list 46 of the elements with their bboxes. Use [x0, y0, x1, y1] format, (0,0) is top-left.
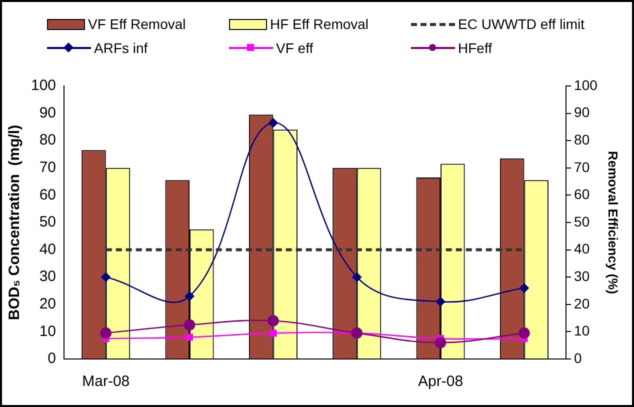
y-tick-label: 70: [39, 159, 56, 176]
point: [268, 315, 279, 326]
point: [270, 330, 277, 337]
y2-tick-label: 30: [574, 268, 590, 284]
point: [268, 118, 278, 128]
point: [436, 297, 446, 306]
y-tick-label: 80: [39, 132, 56, 149]
x-tick-label: Mar-08: [82, 373, 130, 390]
y2-tick-label: 40: [574, 240, 590, 257]
point: [352, 272, 362, 282]
y2-axis-title: Removal Efficiency (%): [606, 150, 621, 294]
legend-label: HFeff: [458, 40, 492, 56]
y-tick-label: 90: [39, 104, 56, 122]
y2-tick-label: 20: [574, 295, 590, 312]
legend-label: VF Eff Removal: [88, 16, 186, 32]
y2-tick-label: 0: [574, 350, 582, 366]
y2-tick-label: 70: [574, 158, 590, 175]
point: [518, 327, 530, 339]
point: [434, 336, 446, 348]
y-tick-label: 60: [39, 186, 56, 204]
point: [351, 327, 363, 339]
y-tick-label: 100: [30, 77, 56, 94]
point: [186, 334, 194, 341]
point: [184, 319, 196, 331]
y2-tick-label: 100: [574, 76, 598, 93]
y-tick-label: 30: [39, 268, 56, 286]
legend-label: VF eff: [276, 40, 314, 56]
y-tick-label: 20: [39, 296, 56, 313]
legend-label: ARFs inf: [94, 40, 148, 56]
y-tick-label: 50: [39, 214, 56, 231]
y-tick-label: 40: [39, 240, 56, 258]
y-axis-title: BOD₅ Concentration (mg/l): [6, 124, 24, 320]
y2-tick-label: 80: [574, 131, 590, 148]
y-tick-label: 10: [39, 322, 56, 340]
point: [100, 327, 112, 339]
x-tick-label: Apr-08: [418, 373, 464, 390]
y2-tick-label: 90: [574, 104, 590, 120]
y2-tick-label: 60: [574, 186, 590, 202]
point: [520, 283, 529, 293]
legend-label: HF Eff Removal: [270, 16, 369, 32]
y2-tick-label: 50: [574, 213, 590, 230]
y2-tick-label: 10: [574, 322, 590, 339]
legend-label: EC UWWTD eff limit: [458, 16, 585, 32]
y-tick-label: 0: [48, 350, 56, 368]
point: [184, 292, 194, 301]
point: [101, 272, 111, 282]
